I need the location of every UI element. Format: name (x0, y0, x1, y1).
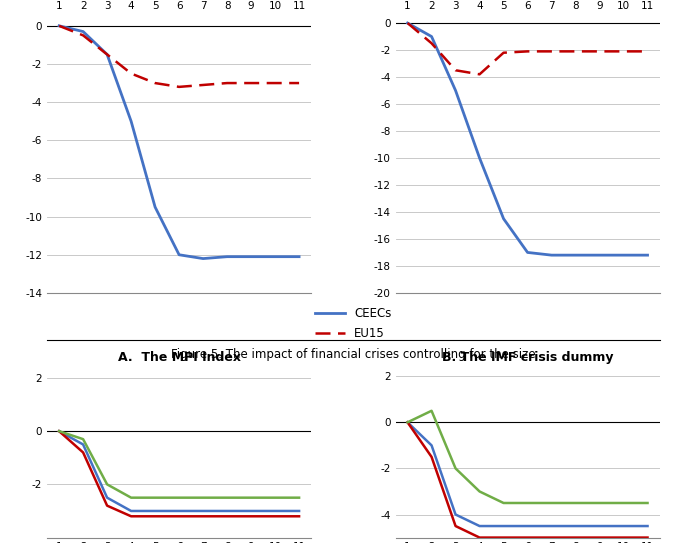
Title: B. The IMF crisis dummy: B. The IMF crisis dummy (441, 351, 613, 363)
Title: A.  The MPI Index: A. The MPI Index (118, 351, 241, 363)
Legend: CEECs, EU15: CEECs, EU15 (310, 302, 396, 345)
Text: Figure 5. The impact of financial crises controlling for the size: Figure 5. The impact of financial crises… (171, 349, 536, 362)
